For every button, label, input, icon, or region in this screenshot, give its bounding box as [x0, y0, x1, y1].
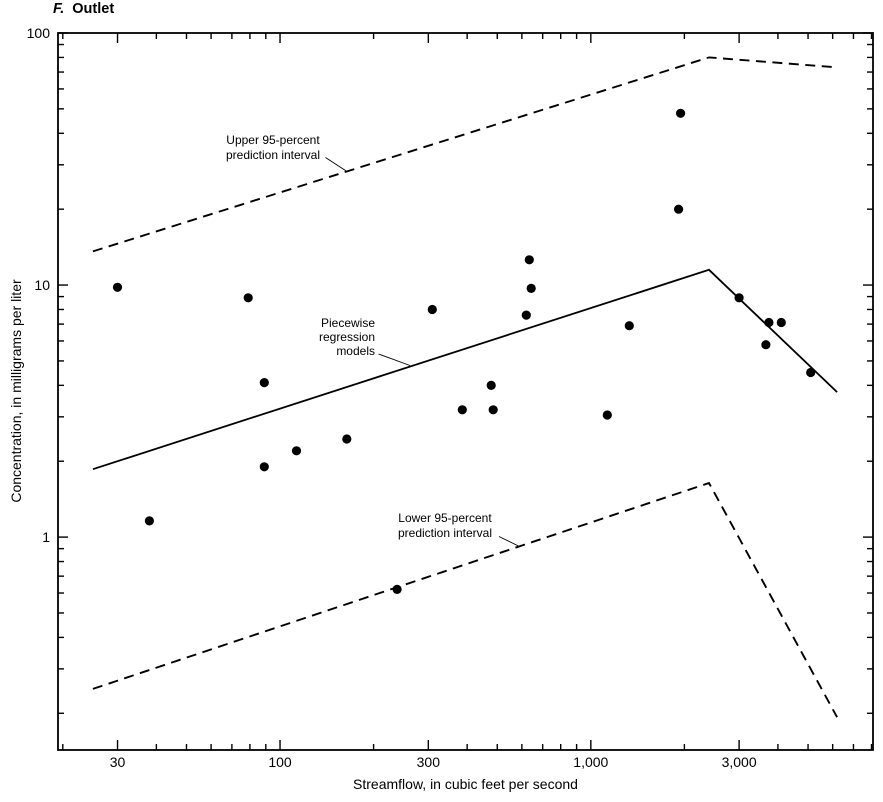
lower-interval-label-text: prediction interval	[398, 526, 492, 540]
x-tick-label: 30	[110, 754, 126, 770]
x-tick-label: 1,000	[573, 754, 608, 770]
upper-95-prediction-interval-line	[92, 56, 838, 253]
data-point	[734, 293, 744, 303]
chart-title-prefix: F.	[53, 1, 65, 17]
data-point	[392, 584, 402, 595]
data-point	[342, 434, 352, 444]
data-point	[488, 405, 498, 415]
data-point	[291, 446, 302, 456]
lower-interval-label-text: Lower 95-percent	[398, 511, 492, 525]
piecewise-regression-model-line	[92, 268, 838, 471]
data-point	[112, 282, 123, 292]
data-point	[764, 317, 774, 328]
x-tick-label: 300	[417, 754, 441, 770]
chart-title-text: Outlet	[72, 1, 115, 17]
upper-interval-label-text: Upper 95-percent	[226, 133, 320, 147]
data-point	[427, 304, 437, 315]
y-tick-label: 1	[42, 529, 50, 545]
upper-interval-label-leader	[325, 157, 348, 172]
data-point	[676, 108, 686, 118]
x-axis-title: Streamflow, in cubic feet per second	[353, 776, 578, 792]
plot-frame	[57, 32, 874, 751]
data-point	[776, 317, 786, 328]
lower-95-prediction-interval-line	[92, 481, 838, 718]
data-point	[624, 321, 634, 331]
data-point	[526, 283, 536, 293]
lower-interval-label-leader	[498, 536, 520, 547]
data-point	[144, 516, 154, 526]
data-point	[602, 410, 612, 420]
regression-label-text: regression	[319, 330, 375, 344]
y-tick-label: 100	[27, 25, 51, 41]
data-point	[674, 204, 684, 214]
x-tick-label: 100	[268, 754, 292, 770]
regression-label-text: Piecewise	[321, 316, 375, 330]
data-point	[457, 405, 467, 415]
data-point	[259, 462, 269, 472]
data-point	[761, 340, 771, 350]
regression-label-text: models	[336, 344, 375, 358]
data-point	[243, 293, 253, 303]
data-point	[521, 310, 531, 320]
upper-interval-label-text: prediction interval	[226, 148, 320, 162]
x-tick-label: 3,000	[722, 754, 757, 770]
y-tick-label: 10	[34, 277, 50, 293]
data-point	[486, 380, 496, 390]
data-point	[259, 378, 269, 388]
data-point	[806, 367, 816, 378]
data-point	[524, 255, 534, 265]
regression-label-leader	[378, 353, 411, 366]
chart-title: F. Outlet	[53, 1, 114, 17]
